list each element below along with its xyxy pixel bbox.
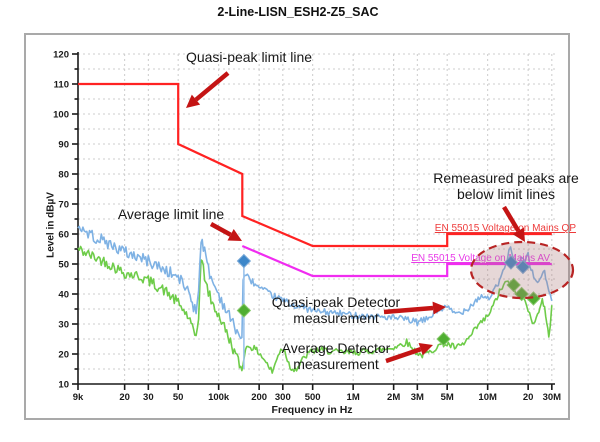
x-tick-label: 50: [173, 392, 184, 403]
x-tick-label: 3M: [411, 392, 424, 403]
remeasured-highlight-ellipse: [469, 240, 575, 300]
trace-average: [77, 245, 553, 374]
annotation-text: below limit lines: [456, 186, 556, 202]
x-tick-label: 20: [119, 392, 130, 403]
limit-line-qp: [78, 82, 552, 248]
av-marker-diamond: [436, 331, 451, 347]
x-tick-label: 1M: [347, 392, 360, 403]
x-tick-label: 500: [305, 392, 321, 403]
av-marker-diamond: [514, 286, 529, 302]
x-tick-label: 10M: [478, 392, 497, 403]
limit-label-av: EN 55015 Voltage on Mains AV: [411, 253, 550, 264]
x-tick-label: 30M: [543, 392, 562, 403]
grid: [78, 53, 555, 385]
annotation-average-limit-line: Average limit line: [118, 206, 224, 222]
x-tick-label: 30: [143, 392, 154, 403]
chart-frame: [24, 33, 570, 420]
annotation-average-detector-measurement: Average Detector measurement: [282, 340, 391, 372]
y-tick-label: 10: [58, 380, 69, 391]
annotation-text: Quasi-peak Detector: [271, 294, 401, 310]
y-tick-label: 70: [58, 200, 69, 211]
y-tick-label: 90: [58, 140, 69, 151]
tick-labels: 120 110 100 90 80 70 60 50 40 30 20 10 9k 20 30 50 100k 2…: [53, 50, 561, 404]
y-tick-label: 50: [58, 260, 69, 271]
y-tick-label: 80: [58, 170, 69, 181]
annotation-text: Average Detector: [281, 340, 391, 356]
limit-label-qp: EN 55015 Voltage on Mains QP: [435, 223, 577, 234]
remeasured-arrow: [502, 205, 525, 242]
annotation-text: Quasi-peak limit line: [185, 49, 313, 65]
limit-line-av: [241, 244, 552, 278]
av-marker-diamond: [526, 291, 541, 306]
y-axis-label: Level in dBµV: [45, 192, 57, 258]
av-marker-diamond: [236, 303, 252, 318]
x-tick-label: 300: [275, 392, 291, 403]
qp-marker-diamond: [515, 259, 531, 275]
av-limit-arrow: [209, 222, 242, 241]
axes: [72, 52, 555, 390]
y-tick-label: 110: [54, 80, 69, 91]
x-tick-label: 5M: [441, 392, 454, 403]
annotation-quasi-peak-detector-measurement: Quasi-peak Detector measurement: [272, 294, 400, 326]
y-tick-label: 100: [53, 110, 69, 121]
y-tick-label: 120: [53, 50, 69, 61]
qp-marker-diamond: [503, 255, 519, 270]
x-tick-label: 100k: [208, 392, 230, 403]
y-tick-label: 20: [58, 350, 69, 361]
qp-meas-arrow: [383, 301, 446, 315]
trace-quasi-peak: [77, 225, 553, 340]
qp-marker-diamond: [236, 253, 252, 269]
x-tick-label: 2M: [387, 392, 400, 403]
annotation-quasi-peak-limit-line: Quasi-peak limit line: [186, 49, 312, 65]
annotation-text: measurement: [293, 310, 379, 326]
av-meas-arrow: [385, 343, 433, 364]
annotation-text: measurement: [293, 356, 379, 372]
y-tick-label: 40: [58, 290, 69, 301]
chart-title: 2-Line-LISN_ESH2-Z5_SAC: [217, 5, 379, 19]
x-tick-label: 200: [251, 392, 267, 403]
annotation-text: Remeasured peaks are: [433, 170, 579, 186]
y-tick-label: 30: [58, 320, 69, 331]
annotation-text: Average limit line: [117, 206, 225, 222]
av-marker-diamond: [506, 277, 521, 293]
x-axis-label: Frequency in Hz: [271, 404, 353, 416]
x-tick-label: 20: [523, 392, 534, 403]
annotation-remeasured-peaks: Remeasured peaks are below limit lines: [433, 170, 579, 202]
qp-limit-arrow: [186, 71, 230, 108]
x-tick-label: 9k: [73, 392, 84, 403]
y-tick-label: 60: [58, 230, 69, 241]
